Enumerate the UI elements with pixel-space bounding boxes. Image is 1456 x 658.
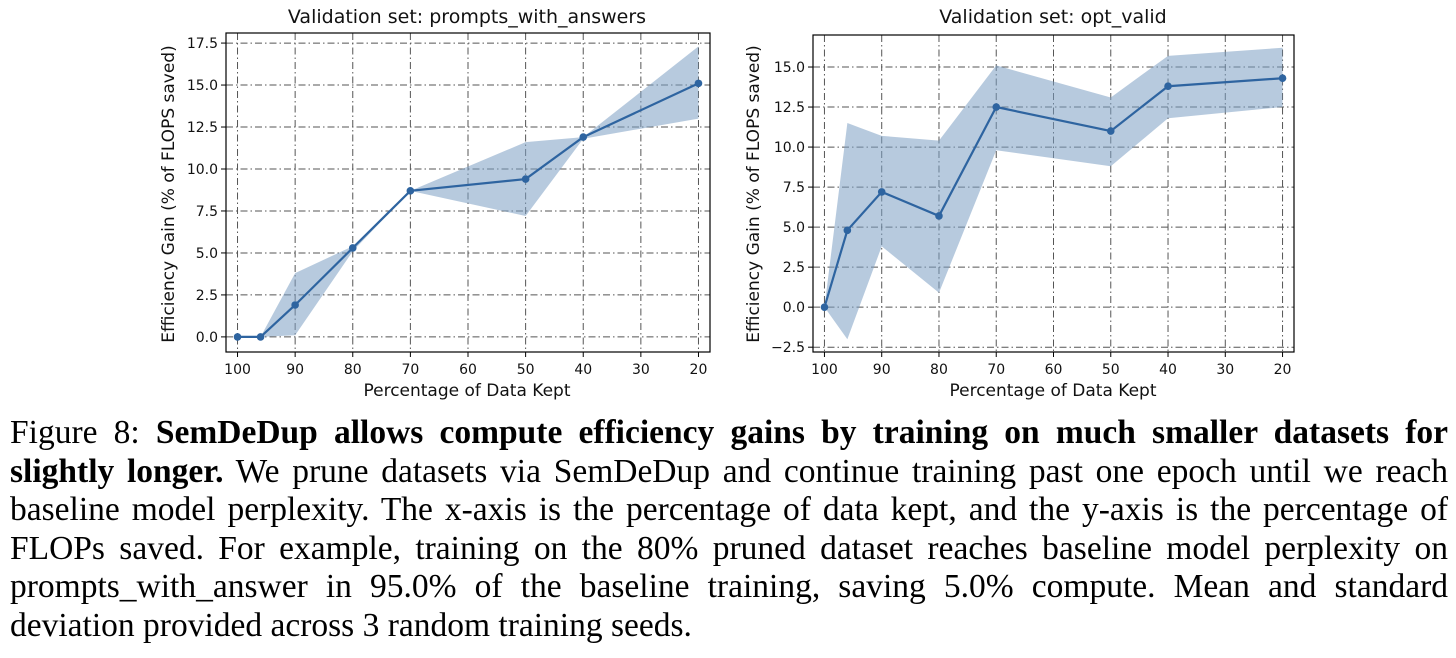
data-point <box>1106 127 1115 135</box>
plot-area: 100 90 80 70 60 50 40 30 20 −2.5 0.0 2.5 5.0 7.5 10.0 1… <box>771 34 1295 378</box>
caption-label: Figure 8: <box>10 414 140 451</box>
y-axis-label: Efficiency Gain (% of FLOPS saved) <box>159 45 179 342</box>
x-tick-label: 20 <box>690 362 708 378</box>
data-point <box>348 244 357 252</box>
figure-caption: Figure 8: SemDeDup allows compute effici… <box>10 414 1448 645</box>
x-tick-label: 90 <box>873 362 891 378</box>
data-point <box>1164 82 1172 91</box>
x-tick-label: 70 <box>987 362 1005 378</box>
y-tick-label: 15.0 <box>187 78 218 94</box>
y-tick-label: 15.0 <box>774 60 805 76</box>
data-point <box>1278 74 1287 83</box>
y-tick-label: −2.5 <box>771 340 805 356</box>
data-point <box>992 103 1001 111</box>
y-tick-label: 2.5 <box>196 288 218 304</box>
plot-area: 100 90 80 70 60 50 40 30 20 0.0 2.5 5.0 7.5 10.0 12.5 1… <box>187 32 711 378</box>
y-tick-label: 10.0 <box>187 162 218 178</box>
x-tick-label: 100 <box>224 362 251 378</box>
y-tick-label: 7.5 <box>783 180 805 196</box>
data-point <box>877 188 886 196</box>
x-tick-label: 20 <box>1274 362 1292 378</box>
chart-prompts-with-answers: Validation set: prompts_with_answers Eff… <box>159 6 711 401</box>
data-point <box>579 133 588 141</box>
data-point <box>820 303 829 311</box>
y-tick-label: 5.0 <box>783 220 805 236</box>
x-tick-label: 40 <box>1159 362 1177 378</box>
y-tick-label: 0.0 <box>783 300 805 316</box>
x-tick-label: 50 <box>1102 362 1120 378</box>
x-tick-label: 50 <box>517 362 535 378</box>
x-axis-label: Percentage of Data Kept <box>949 381 1156 401</box>
x-tick-label: 100 <box>811 362 838 378</box>
data-point <box>291 301 299 309</box>
x-tick-label: 30 <box>632 362 650 378</box>
data-point <box>256 333 265 341</box>
data-point <box>843 226 852 235</box>
data-point <box>694 79 703 88</box>
y-tick-label: 0.0 <box>196 330 218 346</box>
data-point <box>521 175 530 183</box>
y-tick-label: 10.0 <box>774 140 805 156</box>
chart-opt-valid: Validation set: opt_valid Efficiency Gai… <box>744 6 1295 401</box>
caption-bold: SemDeDup allows compute efficiency gains… <box>10 414 1448 490</box>
y-axis-label: Efficiency Gain (% of FLOPS saved) <box>744 45 764 342</box>
x-tick-label: 90 <box>286 362 304 378</box>
series-line <box>823 77 1283 308</box>
series-line <box>237 82 699 338</box>
y-tick-label: 17.5 <box>187 36 218 52</box>
x-tick-label: 80 <box>344 362 362 378</box>
chart-title: Validation set: opt_valid <box>939 6 1166 28</box>
y-tick-label: 7.5 <box>196 204 218 220</box>
y-tick-label: 12.5 <box>774 100 805 116</box>
x-tick-label: 80 <box>930 362 948 378</box>
x-axis-label: Percentage of Data Kept <box>363 381 570 401</box>
data-point <box>935 212 943 220</box>
y-tick-label: 5.0 <box>196 246 218 262</box>
std-band <box>824 47 1283 340</box>
x-tick-label: 60 <box>459 362 477 378</box>
caption-body: We prune datasets via SemDeDup and conti… <box>10 452 1448 644</box>
x-tick-label: 40 <box>574 362 592 378</box>
std-band <box>237 46 699 337</box>
x-tick-label: 60 <box>1045 362 1063 378</box>
data-point <box>233 333 242 341</box>
data-point <box>406 187 415 195</box>
y-tick-label: 12.5 <box>187 120 218 136</box>
y-tick-label: 2.5 <box>783 260 805 276</box>
chart-title: Validation set: prompts_with_answers <box>288 6 646 28</box>
x-tick-label: 70 <box>401 362 419 378</box>
x-tick-label: 30 <box>1216 362 1234 378</box>
figure: Validation set: prompts_with_answers Eff… <box>159 6 1295 401</box>
